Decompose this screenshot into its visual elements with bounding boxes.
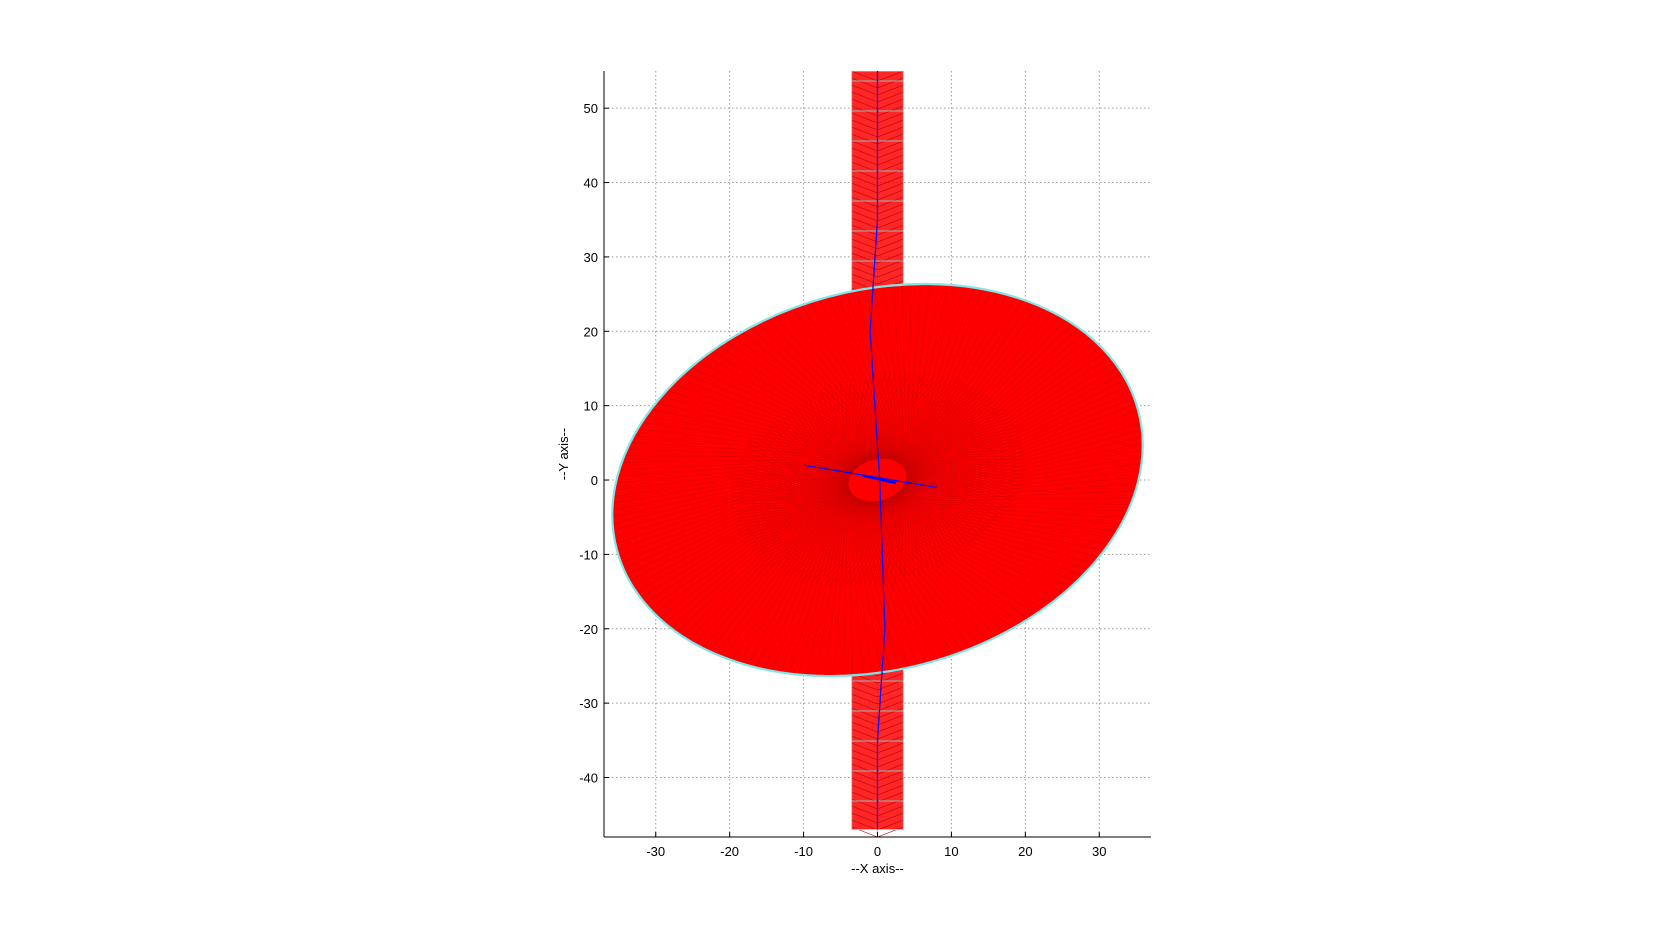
plot-area [611,71,1144,837]
y-tick-label: -20 [579,622,598,637]
y-tick-label: 30 [584,250,598,265]
x-tick-label: 20 [1018,844,1032,859]
axes: -30 -20 -10 0 10 20 30 -40 -30 -20 -10 0 10 20 30 40 50 [579,71,1151,859]
x-axis-label: --X axis-- [851,861,904,876]
y-tick-label: 20 [584,324,598,339]
y-tick-label: 0 [591,473,598,488]
x-tick-label: 0 [874,844,881,859]
y-axis-label: --Y axis-- [556,428,571,480]
x-tick-label: -30 [646,844,665,859]
ellipse-radial-lines [612,283,1143,677]
y-tick-label: 50 [584,101,598,116]
x-tick-label: -20 [720,844,739,859]
y-tick-label: 10 [584,399,598,414]
x-tick-label: -10 [794,844,813,859]
y-tick-label: 40 [584,176,598,191]
y-tick-label: -40 [579,771,598,786]
y-tick-label: -30 [579,696,598,711]
x-tick-label: 30 [1092,844,1106,859]
ellipse-boundary [611,282,1144,678]
center-axis-lines [803,71,937,830]
y-tick-label: -10 [579,547,598,562]
x-tick-label: 10 [944,844,958,859]
center-mark [862,474,897,485]
